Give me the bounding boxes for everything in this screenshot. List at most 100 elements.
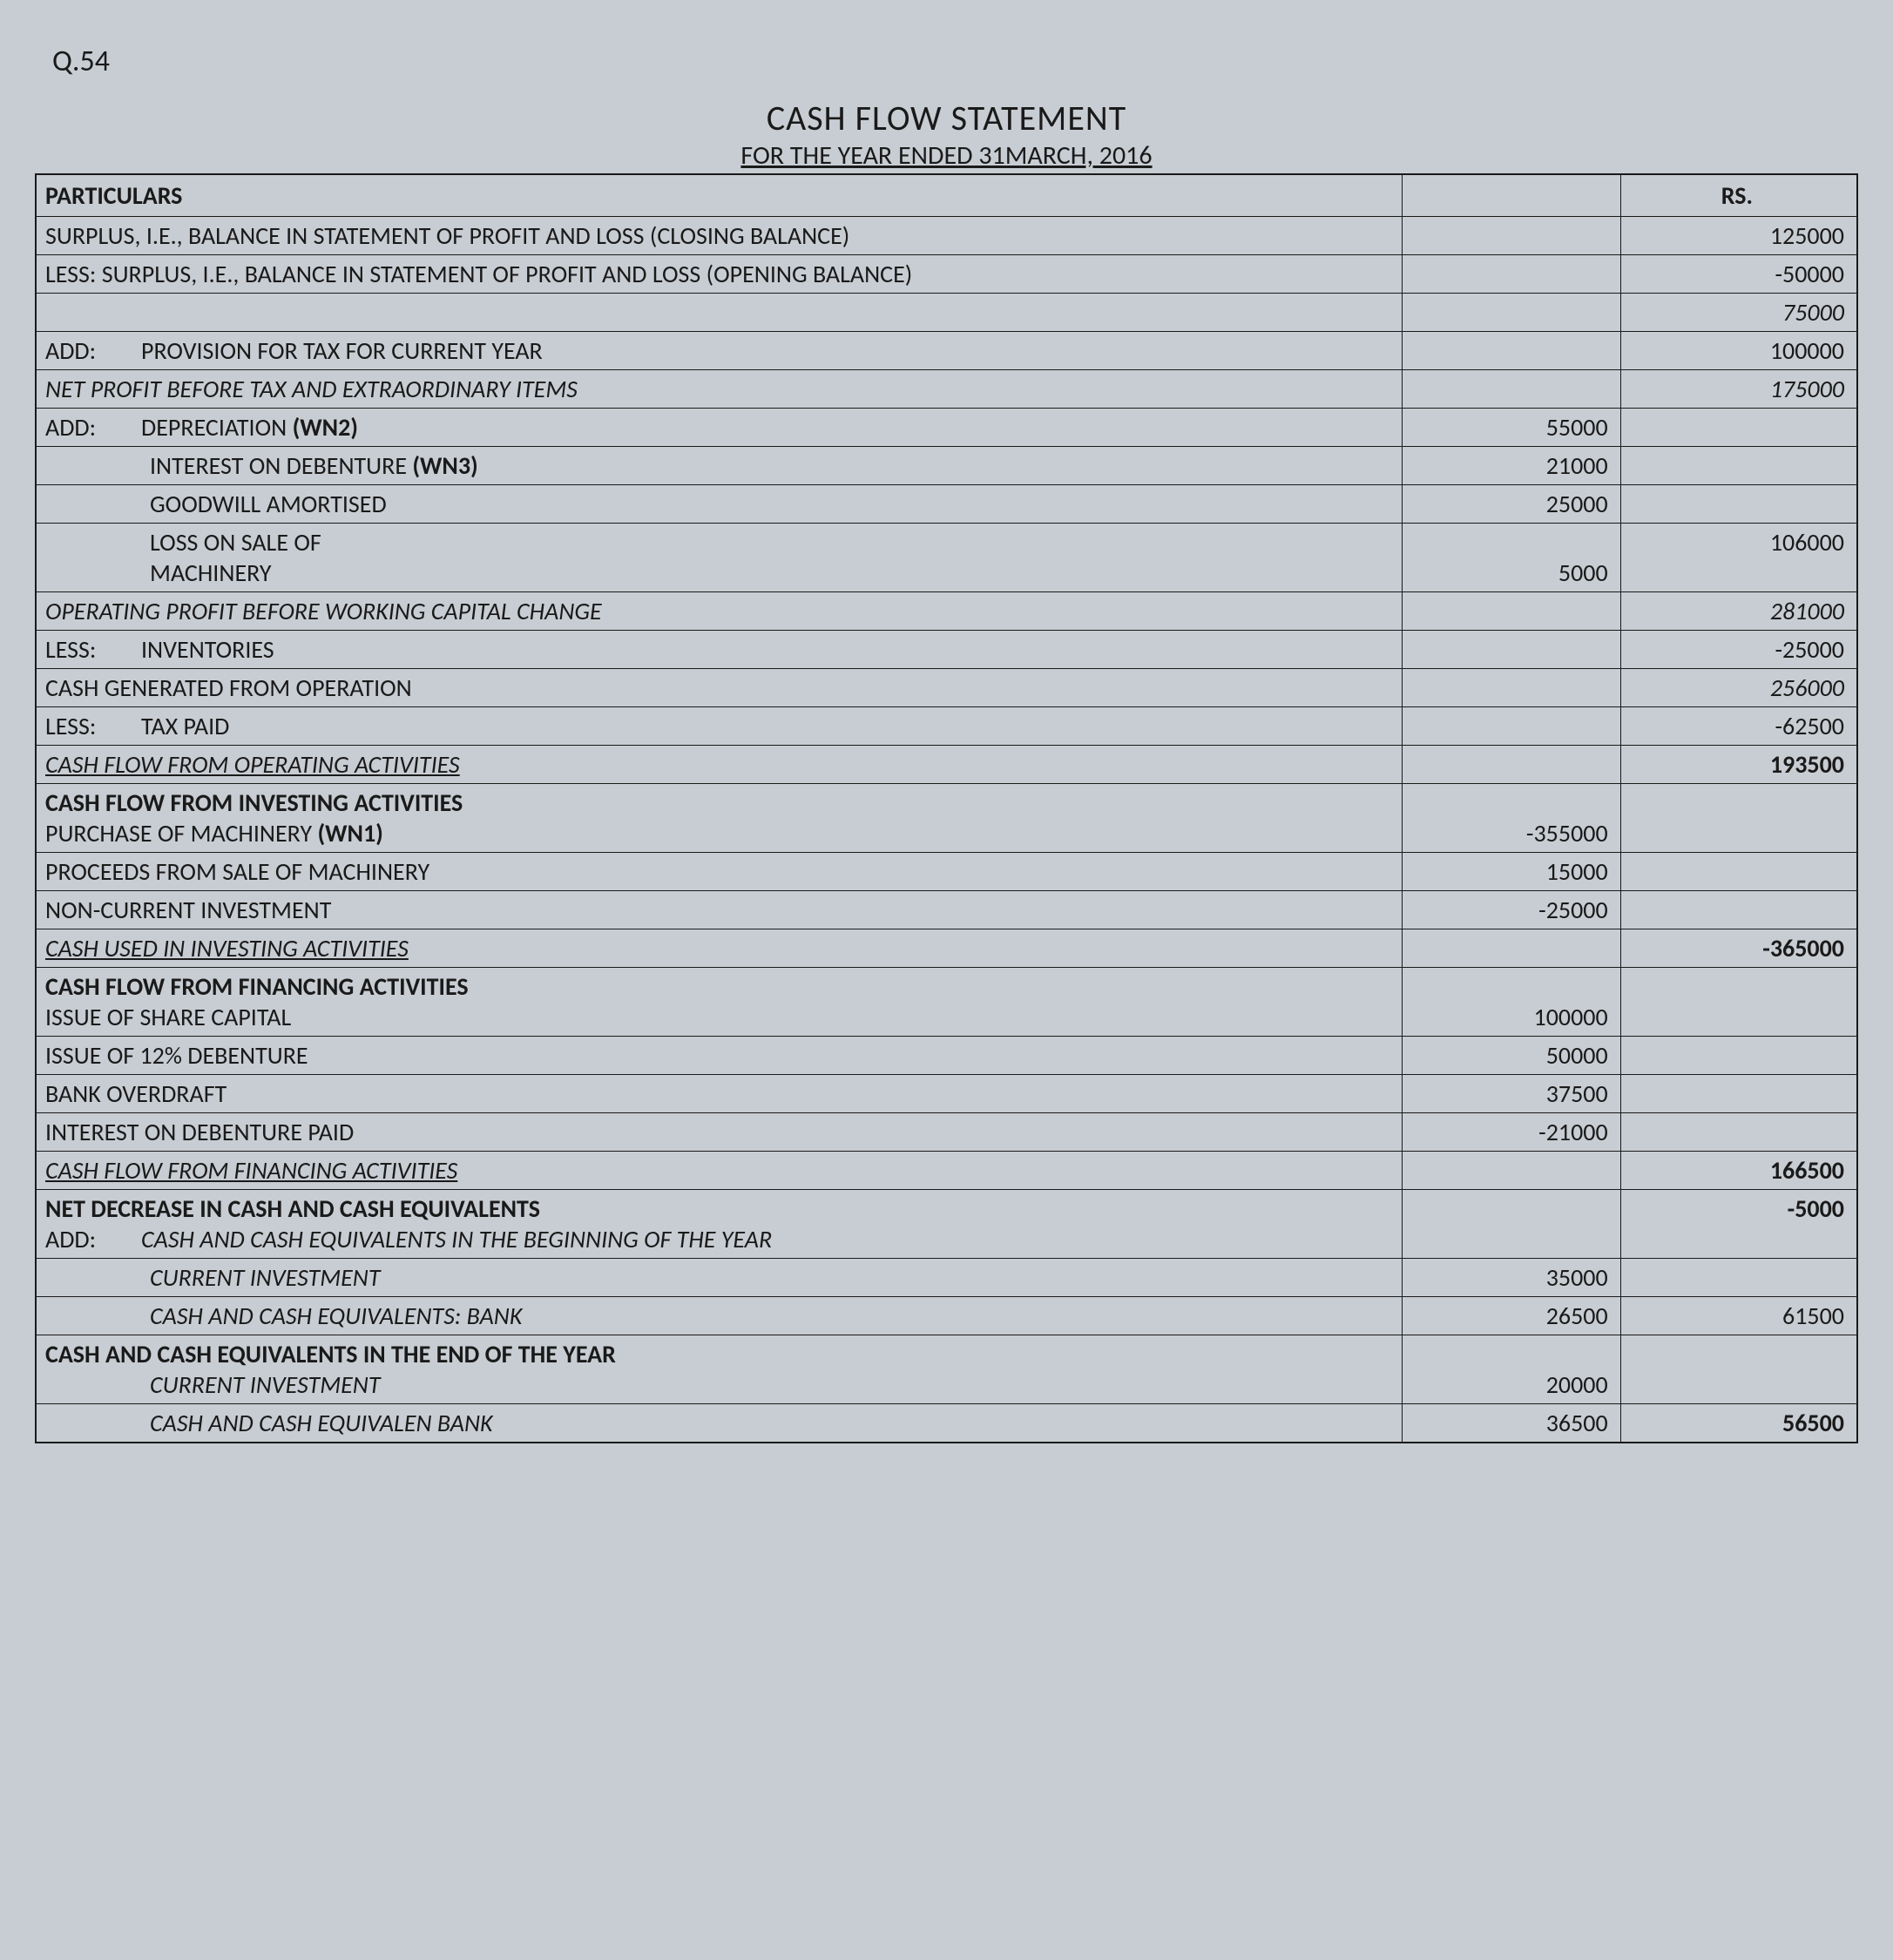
amount2-cell [1620,1113,1857,1152]
question-number: Q.54 [52,44,1858,79]
table-row: CASH FLOW FROM FINANCING ACTIVITIESISSUE… [36,968,1857,1037]
particulars-cell: ADD:DEPRECIATION (WN2) [36,409,1402,447]
table-row: CASH FLOW FROM OPERATING ACTIVITIES19350… [36,746,1857,784]
amount2-cell: 256000 [1620,669,1857,707]
table-row: OPERATING PROFIT BEFORE WORKING CAPITAL … [36,592,1857,631]
particulars-cell: CASH FLOW FROM INVESTING ACTIVITIESPURCH… [36,784,1402,853]
amount2-cell [1620,784,1857,853]
amount1-cell [1402,294,1620,332]
amount2-cell [1620,485,1857,524]
amount2-cell: 281000 [1620,592,1857,631]
table-row: NET PROFIT BEFORE TAX AND EXTRAORDINARY … [36,370,1857,409]
particulars-cell: CASH AND CASH EQUIVALENTS: BANK [36,1297,1402,1335]
page-title: CASH FLOW STATEMENT [35,97,1858,139]
amount1-cell: -25000 [1402,891,1620,929]
amount2-cell: 166500 [1620,1152,1857,1190]
amount1-cell: 36500 [1402,1404,1620,1443]
amount1-cell [1402,1190,1620,1259]
amount2-cell: 75000 [1620,294,1857,332]
amount1-cell: 15000 [1402,853,1620,891]
table-row: NON-CURRENT INVESTMENT-25000 [36,891,1857,929]
particulars-cell: CASH FLOW FROM FINANCING ACTIVITIES [36,1152,1402,1190]
amount1-cell [1402,370,1620,409]
table-row: ADD:DEPRECIATION (WN2)55000 [36,409,1857,447]
header-particulars: PARTICULARS [36,174,1402,217]
table-row: CASH AND CASH EQUIVALEN BANK3650056500 [36,1404,1857,1443]
table-row: LOSS ON SALE OFMACHINERY5000106000 [36,524,1857,592]
table-row: CASH FLOW FROM INVESTING ACTIVITIESPURCH… [36,784,1857,853]
amount2-cell [1620,409,1857,447]
particulars-cell: GOODWILL AMORTISED [36,485,1402,524]
particulars-cell: CASH AND CASH EQUIVALENTS IN THE END OF … [36,1335,1402,1404]
amount1-cell: 26500 [1402,1297,1620,1335]
particulars-cell: NET PROFIT BEFORE TAX AND EXTRAORDINARY … [36,370,1402,409]
cash-flow-statement-page: Q.54 CASH FLOW STATEMENT FOR THE YEAR EN… [35,44,1858,1443]
amount2-cell [1620,891,1857,929]
amount1-cell: -21000 [1402,1113,1620,1152]
amount1-cell [1402,255,1620,294]
amount1-cell [1402,631,1620,669]
amount2-cell [1620,1075,1857,1113]
particulars-cell: OPERATING PROFIT BEFORE WORKING CAPITAL … [36,592,1402,631]
amount2-cell: 56500 [1620,1404,1857,1443]
amount2-cell: 125000 [1620,217,1857,255]
amount2-cell: 193500 [1620,746,1857,784]
particulars-cell: SURPLUS, I.E., BALANCE IN STATEMENT OF P… [36,217,1402,255]
header-amount1 [1402,174,1620,217]
table-row: CASH AND CASH EQUIVALENTS: BANK265006150… [36,1297,1857,1335]
table-row: CASH FLOW FROM FINANCING ACTIVITIES 16650… [36,1152,1857,1190]
table-row: CASH USED IN INVESTING ACTIVITIES-365000 [36,929,1857,968]
amount2-cell [1620,1335,1857,1404]
amount2-cell: 100000 [1620,332,1857,370]
particulars-cell: LESS: SURPLUS, I.E., BALANCE IN STATEMEN… [36,255,1402,294]
table-row: LESS:TAX PAID -62500 [36,707,1857,746]
amount2-cell [1620,1259,1857,1297]
amount2-cell: -50000 [1620,255,1857,294]
amount1-cell: 25000 [1402,485,1620,524]
amount2-cell: -5000 [1620,1190,1857,1259]
table-row: CURRENT INVESTMENT35000 [36,1259,1857,1297]
particulars-cell: LOSS ON SALE OFMACHINERY [36,524,1402,592]
amount1-cell [1402,669,1620,707]
amount2-cell: -25000 [1620,631,1857,669]
amount1-cell: 5000 [1402,524,1620,592]
particulars-cell: CASH AND CASH EQUIVALEN BANK [36,1404,1402,1443]
table-row: ADD:PROVISION FOR TAX FOR CURRENT YEAR10… [36,332,1857,370]
amount1-cell [1402,929,1620,968]
amount2-cell [1620,1037,1857,1075]
table-row: PROCEEDS FROM SALE OF MACHINERY15000 [36,853,1857,891]
amount2-cell: 106000 [1620,524,1857,592]
amount2-cell: -62500 [1620,707,1857,746]
particulars-cell [36,294,1402,332]
amount2-cell: 175000 [1620,370,1857,409]
amount1-cell: 100000 [1402,968,1620,1037]
particulars-cell: LESS:TAX PAID [36,707,1402,746]
table-row: SURPLUS, I.E., BALANCE IN STATEMENT OF P… [36,217,1857,255]
amount1-cell: 50000 [1402,1037,1620,1075]
particulars-cell: CASH GENERATED FROM OPERATION [36,669,1402,707]
amount1-cell: 55000 [1402,409,1620,447]
amount1-cell [1402,332,1620,370]
amount1-cell [1402,746,1620,784]
amount2-cell [1620,447,1857,485]
amount1-cell [1402,1152,1620,1190]
amount2-cell [1620,853,1857,891]
particulars-cell: BANK OVERDRAFT [36,1075,1402,1113]
page-subtitle: FOR THE YEAR ENDED 31MARCH, 2016 [35,139,1858,172]
amount1-cell: 35000 [1402,1259,1620,1297]
table-row: CASH GENERATED FROM OPERATION 256000 [36,669,1857,707]
table-row: CASH AND CASH EQUIVALENTS IN THE END OF … [36,1335,1857,1404]
amount1-cell: 20000 [1402,1335,1620,1404]
table-row: GOODWILL AMORTISED25000 [36,485,1857,524]
amount1-cell: 21000 [1402,447,1620,485]
particulars-cell: PROCEEDS FROM SALE OF MACHINERY [36,853,1402,891]
table-row: INTEREST ON DEBENTURE (WN3)21000 [36,447,1857,485]
header-amount2: RS. [1620,174,1857,217]
particulars-cell: CASH FLOW FROM FINANCING ACTIVITIESISSUE… [36,968,1402,1037]
amount1-cell [1402,217,1620,255]
particulars-cell: ISSUE OF 12% DEBENTURE [36,1037,1402,1075]
particulars-cell: NON-CURRENT INVESTMENT [36,891,1402,929]
table-row: BANK OVERDRAFT37500 [36,1075,1857,1113]
particulars-cell: CASH USED IN INVESTING ACTIVITIES [36,929,1402,968]
table-row: 75000 [36,294,1857,332]
